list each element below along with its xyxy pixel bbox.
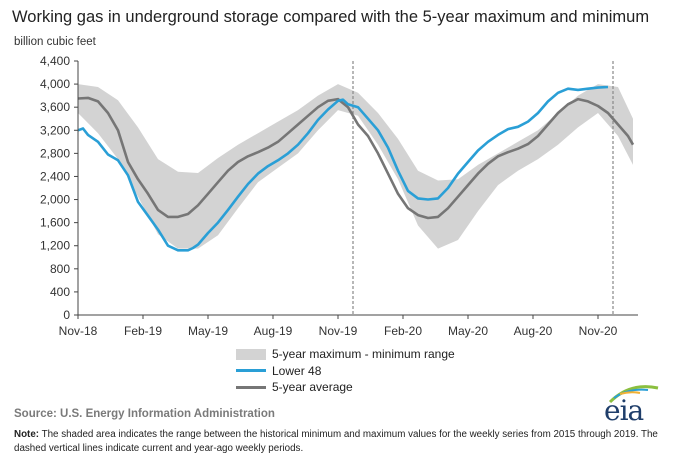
source-text: Source: U.S. Energy Information Administ… <box>14 408 275 420</box>
note-label: Note: <box>14 429 40 440</box>
y-tick-label: 400 <box>50 285 70 299</box>
legend-swatch-band <box>236 348 266 360</box>
x-tick-label: May-19 <box>188 324 228 338</box>
legend-item-lower48: Lower 48 <box>236 363 455 380</box>
y-tick-label: 0 <box>63 308 70 322</box>
legend-item-average: 5-year average <box>236 379 455 396</box>
chart-legend: 5-year maximum - minimum range Lower 48 … <box>236 346 455 396</box>
chart-title: Working gas in underground storage compa… <box>12 8 650 26</box>
y-tick-label: 4,400 <box>40 54 70 68</box>
y-tick-label: 2,000 <box>40 193 70 207</box>
series-line-5-year-average <box>77 96 635 220</box>
y-tick-label: 3,600 <box>40 100 70 114</box>
y-tick-label: 3,200 <box>40 123 70 137</box>
legend-label-band: 5-year maximum - minimum range <box>272 347 455 362</box>
legend-item-band: 5-year maximum - minimum range <box>236 346 455 363</box>
eia-logo-text: eia <box>604 394 644 427</box>
y-axis-unit-label: billion cubic feet <box>14 36 96 48</box>
legend-label-lower48: Lower 48 <box>272 363 322 378</box>
y-tick-label: 2,400 <box>40 169 70 183</box>
eia-logo-icon <box>608 385 659 404</box>
note-body: The shaded area indicates the range betw… <box>14 429 658 454</box>
y-tick-label: 4,000 <box>40 77 70 91</box>
y-tick-label: 1,600 <box>40 216 70 230</box>
range-band <box>78 84 633 249</box>
x-tick-label: Aug-19 <box>254 324 293 338</box>
y-tick-label: 1,200 <box>40 239 70 253</box>
x-tick-label: Nov-20 <box>579 324 618 338</box>
series-line-lower-48 <box>77 85 609 252</box>
legend-swatch-average <box>236 385 266 389</box>
x-tick-label: Feb-19 <box>124 324 162 338</box>
x-tick-label: Feb-20 <box>384 324 422 338</box>
x-tick-label: Nov-19 <box>319 324 358 338</box>
legend-swatch-lower48 <box>236 369 266 373</box>
x-tick-label: Aug-20 <box>514 324 553 338</box>
y-tick-label: 2,800 <box>40 146 70 160</box>
legend-label-average: 5-year average <box>272 380 353 395</box>
note-text: Note: The shaded area indicates the rang… <box>14 428 674 456</box>
eia-logo: eia <box>600 382 662 427</box>
x-tick-label: Nov-18 <box>59 324 98 338</box>
y-tick-label: 800 <box>50 262 70 276</box>
x-tick-label: May-20 <box>448 324 488 338</box>
